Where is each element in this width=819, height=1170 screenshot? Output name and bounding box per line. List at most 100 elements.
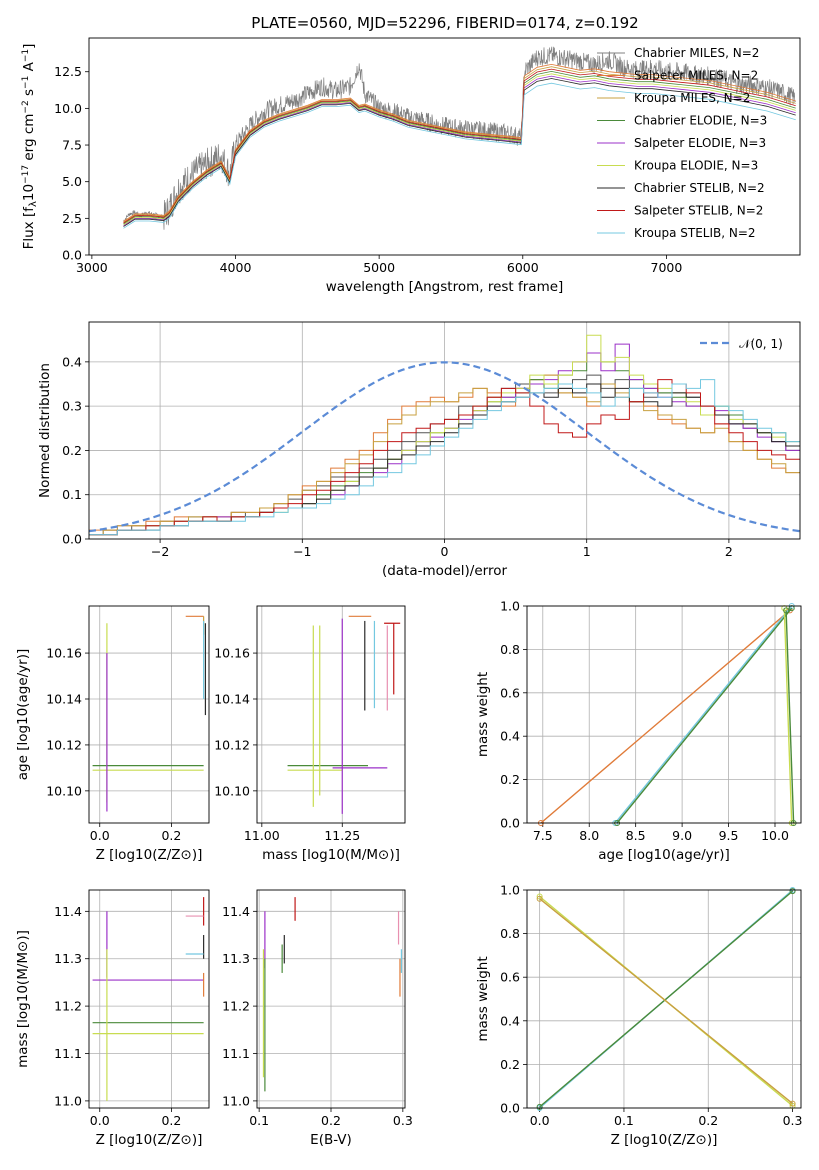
y-tick-label: 0.4 — [500, 1013, 520, 1028]
x-tick-label: 0.0 — [90, 1113, 110, 1128]
weight-line — [539, 898, 794, 1105]
x-tick-label: 0.1 — [614, 1113, 634, 1128]
x-tick-label: 10.0 — [761, 828, 789, 843]
legend-entry: Chabrier MILES, N=2 — [634, 46, 759, 60]
model-spectrum-line — [123, 75, 796, 227]
y-tick-label: 11.2 — [54, 999, 82, 1014]
x-tick-label: −2 — [151, 544, 169, 559]
y-tick-label: 5.0 — [62, 174, 82, 189]
x-tick-label: 0.2 — [161, 828, 181, 843]
model-spectrum-line — [123, 73, 796, 226]
y-tick-label: 0.2 — [62, 443, 82, 458]
y-tick-label: 10.10 — [214, 783, 250, 798]
x-axis-label: Z [log10(Z/Z⊙)] — [96, 847, 203, 863]
x-tick-label: 0.3 — [783, 1113, 803, 1128]
y-axis-label: age [log10(age/yr)] — [15, 649, 31, 781]
y-tick-label: 0.4 — [500, 729, 520, 744]
x-axis-label: Z [log10(Z/Z⊙)] — [611, 1132, 718, 1148]
weight-marker — [536, 895, 543, 902]
x-tick-label: 1 — [583, 544, 591, 559]
y-tick-label: 11.0 — [222, 1093, 250, 1108]
y-tick-label: 0.6 — [500, 970, 520, 985]
model-spectrum-line — [123, 70, 796, 225]
x-tick-label: 4000 — [220, 260, 252, 275]
x-tick-label: 3000 — [76, 260, 108, 275]
axes-frame — [256, 605, 406, 824]
y-tick-label: 11.1 — [54, 1046, 82, 1061]
y-tick-label: 10.0 — [54, 101, 82, 116]
y-tick-label: 2.5 — [62, 211, 82, 226]
legend-entry: Chabrier STELIB, N=2 — [634, 181, 765, 195]
y-axis-label: mass weight — [475, 956, 491, 1041]
weight-marker — [783, 607, 790, 614]
weight-line — [785, 610, 795, 823]
y-tick-label: 11.2 — [222, 999, 250, 1014]
axes-frame — [88, 889, 210, 1109]
y-tick-label: 0.4 — [62, 354, 82, 369]
y-tick-label: 11.3 — [222, 951, 250, 966]
x-tick-label: 7000 — [651, 260, 683, 275]
y-axis-label: Normed distribution — [37, 363, 53, 498]
y-tick-label: 7.5 — [62, 138, 82, 153]
histogram-step — [89, 379, 800, 536]
axes-frame — [526, 889, 802, 1109]
x-tick-label: 0.0 — [90, 828, 110, 843]
axes-frame — [88, 605, 210, 824]
x-tick-label: 5000 — [363, 260, 395, 275]
gaussian-curve — [89, 361, 800, 533]
y-tick-label: 0.0 — [500, 1101, 520, 1116]
y-tick-label: 1.0 — [500, 599, 520, 614]
x-tick-label: 9.5 — [719, 828, 739, 843]
y-tick-label: 12.5 — [54, 64, 82, 79]
weight-line — [616, 607, 793, 823]
x-tick-label: 11.25 — [324, 828, 360, 843]
x-tick-label: 2 — [725, 544, 733, 559]
legend-entry: Kroupa MILES, N=2 — [634, 91, 750, 105]
y-tick-label: 10.14 — [214, 692, 250, 707]
x-tick-label: 11.00 — [244, 828, 280, 843]
y-tick-label: 11.0 — [54, 1093, 82, 1108]
weight-line — [539, 890, 794, 1108]
x-tick-label: 0.0 — [530, 1113, 550, 1128]
x-axis-label: Z [log10(Z/Z⊙)] — [96, 1132, 203, 1148]
legend-entry: Chabrier ELODIE, N=3 — [634, 114, 767, 128]
axes-frame — [88, 321, 801, 540]
y-tick-label: 0.0 — [500, 816, 520, 831]
model-spectrum-line — [123, 68, 796, 224]
model-spectrum-line — [123, 66, 796, 223]
y-axis-label: Flux [fλ10−17 erg cm−2 s−1 A−1] — [21, 44, 39, 250]
axes-frame — [88, 37, 801, 256]
x-axis-label: mass [log10(M/M⊙)] — [262, 847, 400, 863]
y-tick-label: 10.16 — [214, 646, 250, 661]
y-tick-label: 11.1 — [222, 1046, 250, 1061]
x-tick-label: 0.1 — [249, 1113, 269, 1128]
x-tick-label: 7.5 — [533, 828, 553, 843]
legend-entry: Salpeter STELIB, N=2 — [634, 204, 763, 218]
y-tick-label: 1.0 — [500, 883, 520, 898]
weight-marker — [789, 888, 796, 895]
model-spectrum-line — [123, 82, 796, 229]
y-tick-label: 10.16 — [46, 646, 82, 661]
y-tick-label: 0.8 — [500, 642, 520, 657]
spectrum-title: PLATE=0560, MJD=52296, FIBERID=0174, z=0… — [251, 14, 638, 32]
x-tick-label: 0.2 — [161, 1113, 181, 1128]
legend-entry: Kroupa STELIB, N=2 — [634, 226, 756, 240]
legend-entry: 𝒩(0, 1) — [739, 337, 783, 351]
y-tick-label: 0.1 — [62, 487, 82, 502]
legend-entry: Salpeter MILES, N=2 — [634, 69, 758, 83]
x-tick-label: 0.3 — [393, 1113, 413, 1128]
weight-marker — [536, 1103, 543, 1110]
y-tick-label: 0.2 — [500, 1057, 520, 1072]
x-axis-label: wavelength [Angstrom, rest frame] — [326, 279, 564, 295]
y-tick-label: 10.10 — [46, 783, 82, 798]
x-tick-label: 8.0 — [579, 828, 599, 843]
x-tick-label: −1 — [293, 544, 311, 559]
weight-marker — [789, 1100, 796, 1107]
y-tick-label: 0.8 — [500, 926, 520, 941]
axes-frame — [526, 605, 802, 824]
y-tick-label: 11.4 — [54, 904, 82, 919]
y-tick-label: 0.6 — [500, 685, 520, 700]
x-axis-label: E(B-V) — [310, 1132, 352, 1148]
weight-line — [540, 609, 791, 823]
